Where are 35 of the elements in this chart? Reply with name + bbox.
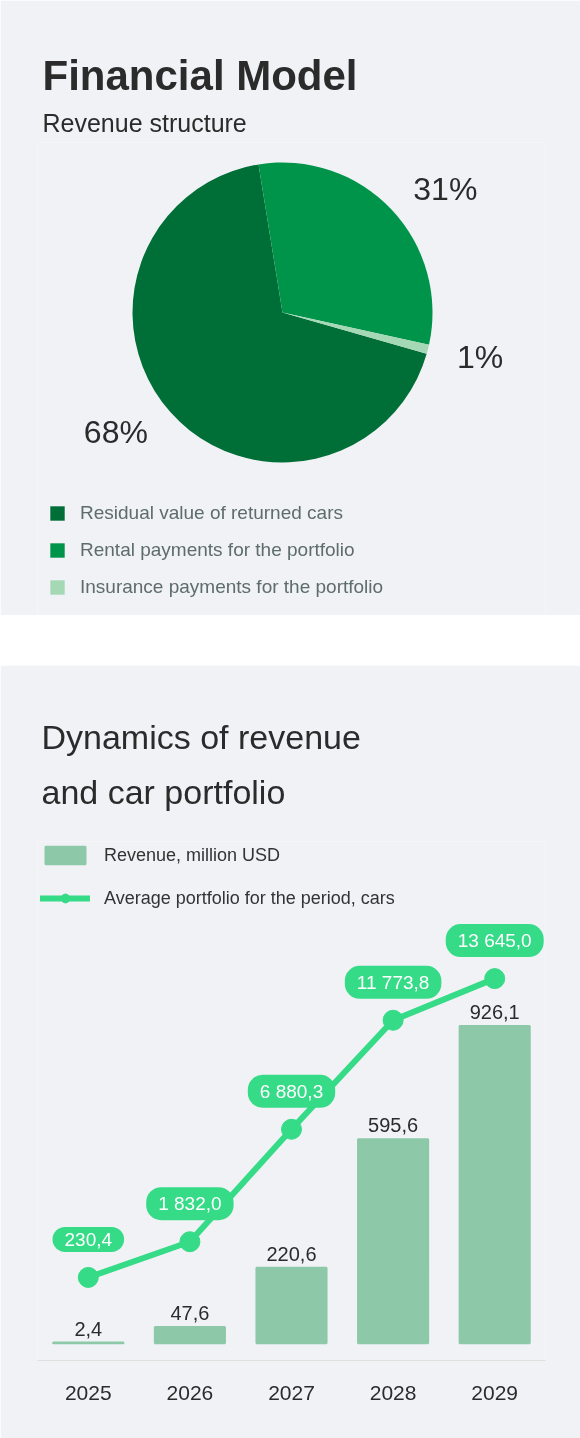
data-label: 1 832,0 (158, 1193, 222, 1215)
point (382, 1009, 404, 1031)
bar (357, 1138, 430, 1345)
data-label: 31% (413, 170, 478, 207)
point (77, 1266, 99, 1288)
point (281, 1118, 302, 1140)
legend-label: Average portfolio for the period, cars (104, 887, 395, 909)
data-label: 230,4 (64, 1228, 113, 1250)
x-tick-label: 2026 (166, 1380, 214, 1404)
chart-title: Dynamics of revenue and car portfolio (41, 718, 361, 812)
data-label: 47,6 (170, 1302, 210, 1325)
data-label: 13 645,0 (457, 930, 532, 952)
data-label: 220,6 (266, 1242, 317, 1265)
x-tick-label: 2027 (268, 1380, 315, 1404)
legend-label: Revenue, million USD (104, 844, 281, 866)
bar (458, 1025, 531, 1345)
x-tick-label: 2028 (369, 1380, 417, 1404)
x-tick-label: 2025 (64, 1380, 112, 1404)
data-label: 1% (457, 338, 504, 375)
chart-title: Financial Model (42, 51, 358, 99)
bar (255, 1266, 328, 1345)
data-label: 11 773,8 (356, 971, 430, 993)
data-label: 595,6 (368, 1114, 419, 1137)
point (484, 968, 506, 990)
legend-label: Insurance payments for the portfolio (80, 576, 384, 598)
data-label: 6 880,3 (259, 1080, 324, 1102)
data-label: 2,4 (74, 1317, 103, 1340)
point (179, 1231, 201, 1253)
x-tick-label: 2029 (471, 1380, 519, 1404)
legend-label: Rental payments for the portfolio (80, 539, 355, 561)
chart-subtitle: Revenue structure (42, 109, 247, 137)
legend-label: Residual value of returned cars (80, 502, 343, 524)
data-label: 926,1 (469, 1001, 520, 1024)
data-label: 68% (83, 414, 148, 451)
bar (153, 1326, 226, 1345)
